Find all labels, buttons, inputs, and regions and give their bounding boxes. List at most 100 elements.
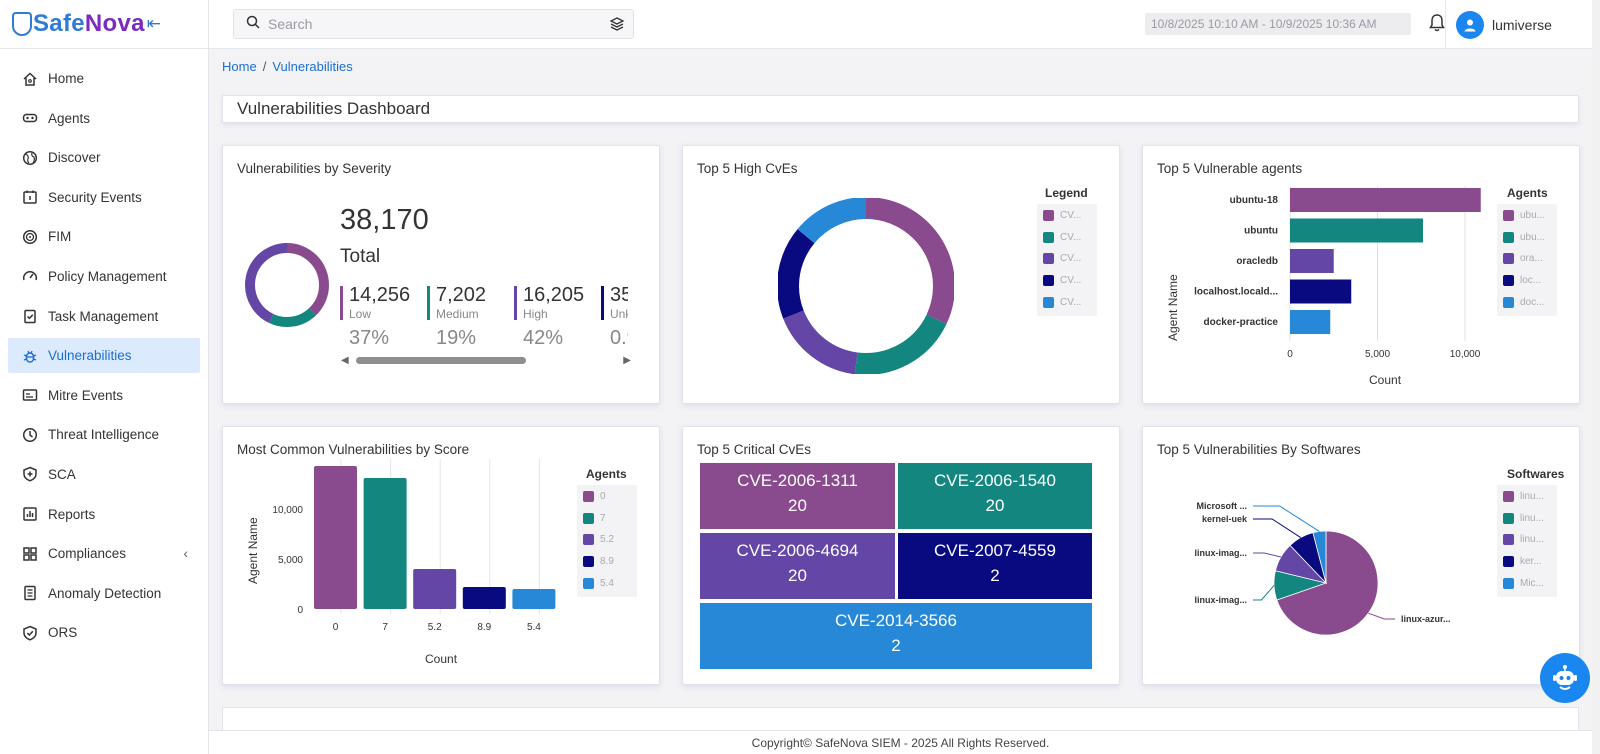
sidebar-collapse-icon[interactable]: ⇤ — [146, 14, 162, 33]
sidebar-item-task-management[interactable]: Task Management — [8, 299, 200, 334]
legend-item[interactable]: linu... — [1503, 491, 1544, 502]
bell-icon[interactable] — [1428, 13, 1446, 38]
score-bar[interactable] — [413, 569, 457, 609]
breadcrumb-current[interactable]: Vulnerabilities — [272, 59, 353, 74]
agent-bar[interactable] — [1290, 188, 1481, 212]
legend-item[interactable]: CV... — [1043, 253, 1082, 265]
breadcrumb-home[interactable]: Home — [222, 59, 257, 74]
agent-bar[interactable] — [1290, 249, 1334, 273]
treemap-cell[interactable]: CVE-2006-1540 20 — [898, 463, 1092, 529]
sidebar-item-sca[interactable]: SCA — [8, 457, 200, 492]
breadcrumb-separator: / — [262, 59, 267, 74]
score-category-label: 5.4 — [527, 622, 541, 633]
scroll-thumb[interactable] — [356, 357, 526, 364]
legend-item[interactable]: 0 — [583, 491, 606, 502]
legend-swatch — [1503, 231, 1514, 243]
legend-item[interactable]: doc... — [1503, 296, 1544, 308]
legend-swatch — [583, 491, 594, 502]
high-cve-slice-4[interactable] — [778, 198, 954, 374]
sidebar-item-threat-intelligence[interactable]: Threat Intelligence — [8, 417, 200, 452]
software-legend: linu... linu... linu... ker... Mic... — [1497, 485, 1557, 597]
sidebar-item-home[interactable]: Home — [8, 61, 200, 96]
agents-icon — [22, 110, 38, 126]
agent-category-label: ubuntu-18 — [1230, 195, 1279, 206]
cve-id: CVE-2006-4694 — [736, 541, 859, 560]
logo[interactable]: SafeNova ⇤ — [0, 0, 208, 49]
sidebar-item-label: Agents — [48, 110, 91, 126]
legend-item[interactable]: loc... — [1503, 275, 1541, 287]
score-bar[interactable] — [363, 478, 407, 609]
legend-item[interactable]: ubu... — [1503, 231, 1545, 243]
legend-item[interactable]: 5.2 — [583, 534, 614, 546]
high-cve-slice-1[interactable] — [778, 198, 954, 374]
agent-bar[interactable] — [1290, 310, 1331, 334]
severity-color-bar — [601, 286, 604, 320]
legend-item[interactable]: 5.4 — [583, 577, 614, 589]
sidebar-item-compliances[interactable]: Compliances ‹ — [8, 536, 200, 571]
sidebar-item-agents[interactable]: Agents — [8, 101, 200, 136]
severity-scrollbar[interactable]: ◀ ▶ — [341, 355, 631, 366]
gauge-icon — [22, 268, 38, 284]
y-tick-label: 0 — [297, 605, 303, 616]
high-cve-slice-3[interactable] — [778, 198, 954, 374]
sidebar-item-reports[interactable]: Reports — [8, 497, 200, 532]
shield-plus-icon — [22, 466, 38, 483]
next-panel — [222, 707, 1579, 730]
chevron-left-icon[interactable]: ‹ — [183, 545, 188, 562]
sidebar-item-anomaly-detection[interactable]: Anomaly Detection — [8, 576, 200, 611]
legend-item[interactable]: CV... — [1043, 275, 1081, 287]
severity-item-label: Unk — [610, 307, 628, 321]
search-input[interactable] — [268, 16, 598, 32]
layers-icon[interactable] — [609, 16, 625, 37]
treemap-cell[interactable]: CVE-2006-1311 20 — [700, 463, 895, 529]
software-card: Top 5 Vulnerabilities By Softwares linux… — [1142, 426, 1580, 685]
legend-item[interactable]: ubu... — [1503, 210, 1545, 221]
legend-item[interactable]: 7 — [583, 512, 606, 524]
treemap-cell[interactable]: CVE-2014-3566 2 — [700, 603, 1092, 669]
severity-slice-2[interactable] — [245, 243, 329, 327]
score-bar[interactable] — [512, 589, 556, 609]
severity-item-label: High — [523, 307, 548, 321]
user-menu[interactable]: lumiverse — [1445, 0, 1565, 49]
score-bar[interactable] — [462, 587, 506, 609]
legend-item[interactable]: ker... — [1503, 556, 1542, 568]
legend-item[interactable]: CV... — [1043, 210, 1081, 221]
sidebar-item-security-events[interactable]: Security Events — [8, 180, 200, 215]
software-pie-slice[interactable] — [1276, 530, 1379, 636]
agent-bar[interactable] — [1290, 218, 1423, 243]
severity-item-value: 7,202 — [436, 286, 487, 306]
severity-total-label: Total — [340, 246, 381, 267]
footer: Copyright© SafeNova SIEM - 2025 All Righ… — [209, 730, 1592, 754]
legend-item[interactable]: CV... — [1043, 231, 1081, 243]
legend-label: CV... — [1060, 253, 1082, 265]
sidebar-item-fim[interactable]: FIM — [8, 219, 200, 254]
legend-item[interactable]: linu... — [1503, 512, 1544, 524]
legend-item[interactable]: ora... — [1503, 253, 1543, 265]
score-card: Most Common Vulnerabilities by Score 0 5,… — [222, 426, 660, 685]
software-pie-label: Microsoft ... — [1196, 501, 1247, 511]
date-range-text: 10/8/2025 10:10 AM - 10/9/2025 10:36 AM — [1151, 17, 1377, 31]
sidebar-item-vulnerabilities[interactable]: Vulnerabilities — [8, 338, 200, 374]
legend-swatch — [583, 577, 594, 589]
severity-slice-1[interactable] — [245, 243, 329, 327]
score-ylabel: Agent Name — [246, 517, 260, 584]
agent-bar[interactable] — [1290, 279, 1352, 304]
legend-item[interactable]: Mic... — [1503, 577, 1544, 589]
sidebar-item-ors[interactable]: ORS — [8, 615, 200, 650]
scroll-left-icon[interactable]: ◀ — [341, 355, 349, 366]
score-category-label: 7 — [382, 622, 388, 633]
legend-item[interactable]: CV... — [1043, 296, 1081, 308]
date-range-picker[interactable]: 10/8/2025 10:10 AM - 10/9/2025 10:36 AM — [1145, 13, 1411, 35]
software-pie-label: linux-azur... — [1401, 614, 1451, 624]
page-scrollbar[interactable] — [1592, 0, 1600, 754]
sidebar-item-discover[interactable]: Discover — [8, 140, 200, 175]
sidebar-item-policy-management[interactable]: Policy Management — [8, 259, 200, 294]
score-bar[interactable] — [314, 466, 357, 609]
scroll-right-icon[interactable]: ▶ — [623, 355, 631, 366]
treemap-cell[interactable]: CVE-2007-4559 2 — [898, 533, 1092, 599]
chatbot-button[interactable] — [1540, 653, 1590, 703]
legend-item[interactable]: 8.9 — [583, 556, 614, 568]
sidebar-item-mitre-events[interactable]: Mitre Events — [8, 378, 200, 413]
legend-item[interactable]: linu... — [1503, 534, 1544, 546]
treemap-cell[interactable]: CVE-2006-4694 20 — [700, 533, 895, 599]
